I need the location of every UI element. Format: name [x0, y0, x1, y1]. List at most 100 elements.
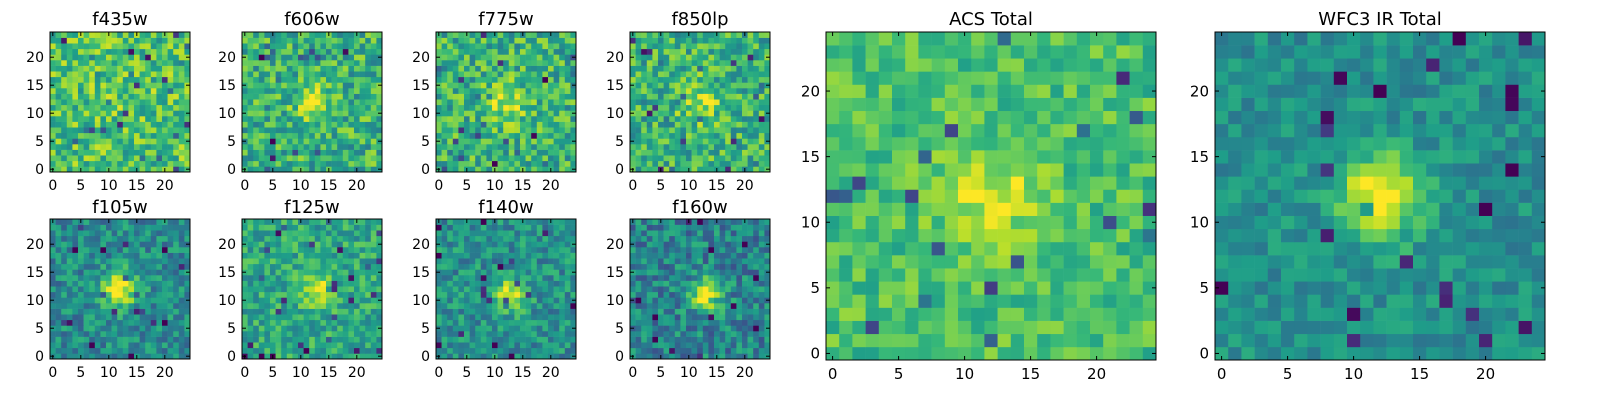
heatmap-cell — [139, 138, 146, 145]
heatmap-cell — [742, 138, 748, 145]
heatmap-cell — [525, 308, 532, 315]
heatmap-cell — [669, 353, 676, 360]
heatmap-cell — [564, 104, 571, 111]
heatmap-cell — [747, 104, 754, 111]
heatmap-cell — [111, 291, 118, 298]
heatmap-cell — [156, 88, 163, 94]
heatmap-cell — [747, 99, 754, 106]
heatmap-cell — [55, 132, 62, 139]
heatmap-cell — [66, 224, 73, 231]
heatmap-cell — [78, 308, 84, 315]
heatmap-cell — [686, 308, 692, 315]
heatmap-cell — [61, 160, 68, 167]
heatmap-cell — [669, 342, 676, 349]
heatmap-cell — [106, 280, 112, 287]
heatmap-cell — [697, 308, 704, 315]
heatmap-cell — [542, 149, 549, 156]
heatmap-cell — [253, 241, 260, 248]
heatmap-cell — [452, 166, 459, 173]
heatmap-cell — [742, 82, 748, 89]
heatmap-cell — [134, 127, 140, 134]
heatmap-cell — [725, 99, 732, 106]
heatmap-cell — [674, 104, 681, 111]
heatmap-cell — [61, 336, 68, 343]
heatmap-cell — [167, 104, 174, 111]
heatmap-cell — [94, 241, 101, 248]
heatmap-cell — [122, 230, 129, 237]
heatmap-cell — [436, 144, 442, 150]
heatmap-cell — [480, 303, 487, 309]
heatmap-cell — [630, 275, 636, 281]
heatmap-cell — [94, 104, 101, 111]
heatmap-cell — [669, 275, 676, 281]
heatmap-cell — [156, 166, 163, 173]
heatmap-cell — [134, 331, 140, 337]
heatmap-cell — [691, 155, 698, 162]
heatmap-cell — [94, 269, 101, 276]
heatmap-cell — [736, 149, 743, 156]
heatmap-cell — [275, 291, 282, 298]
heatmap-cell — [531, 314, 538, 321]
heatmap-cell — [680, 48, 687, 55]
heatmap-cell — [492, 99, 498, 106]
heatmap-cell — [497, 99, 504, 106]
heatmap-cell — [106, 241, 112, 248]
heatmap-cell — [531, 297, 538, 304]
heatmap-cell — [139, 280, 146, 287]
heatmap-cell — [167, 116, 174, 122]
heatmap-cell — [162, 308, 168, 315]
heatmap-cell — [635, 166, 642, 173]
heatmap-cell — [78, 144, 84, 150]
heatmap-cell — [441, 32, 448, 38]
heatmap-cell — [570, 144, 577, 150]
heatmap-cell — [447, 219, 454, 225]
heatmap-cell — [680, 347, 687, 354]
heatmap-cell — [508, 93, 515, 100]
heatmap-cell — [298, 127, 304, 134]
heatmap-cell — [314, 224, 321, 231]
heatmap-cell — [452, 155, 459, 162]
heatmap-cell — [708, 88, 715, 94]
heatmap-cell — [441, 230, 448, 237]
heatmap-cell — [702, 331, 709, 337]
heatmap-cell — [520, 160, 526, 167]
heatmap-cell — [436, 308, 442, 315]
heatmap-cell — [134, 308, 140, 315]
heatmap-cell — [736, 93, 743, 100]
heatmap-cell — [314, 342, 321, 349]
heatmap-cell — [331, 160, 338, 167]
heatmap-cell — [747, 291, 754, 298]
heatmap-cell — [469, 308, 476, 315]
heatmap-cell — [652, 37, 659, 44]
heatmap-cell — [298, 132, 304, 139]
heatmap-cell — [458, 110, 465, 117]
heatmap-cell — [503, 71, 510, 78]
heatmap-cell — [264, 219, 271, 225]
heatmap-cell — [275, 342, 282, 349]
heatmap-cell — [747, 116, 754, 122]
heatmap-cell — [630, 336, 636, 343]
heatmap-cell — [61, 65, 68, 72]
heatmap-cell — [270, 336, 276, 343]
heatmap-cell — [725, 291, 732, 298]
heatmap-cell — [83, 336, 90, 343]
heatmap-cell — [258, 116, 265, 122]
heatmap-cell — [89, 60, 96, 66]
heatmap-cell — [559, 65, 566, 72]
heatmap-cell — [342, 76, 349, 83]
heatmap-cell — [292, 60, 299, 66]
heatmap-cell — [298, 297, 304, 304]
heatmap-cell — [486, 99, 493, 106]
heatmap-cell — [61, 235, 68, 242]
heatmap-cell — [253, 308, 260, 315]
heatmap-cell — [258, 155, 265, 162]
heatmap-cell — [78, 76, 84, 83]
heatmap-cell — [162, 37, 168, 44]
heatmap-cell — [674, 336, 681, 343]
heatmap-cell — [303, 43, 310, 50]
heatmap-cell — [359, 325, 366, 332]
heatmap-cell — [314, 76, 321, 83]
heatmap-cell — [680, 144, 687, 150]
heatmap-cell — [111, 336, 118, 343]
heatmap-cell — [100, 132, 107, 139]
